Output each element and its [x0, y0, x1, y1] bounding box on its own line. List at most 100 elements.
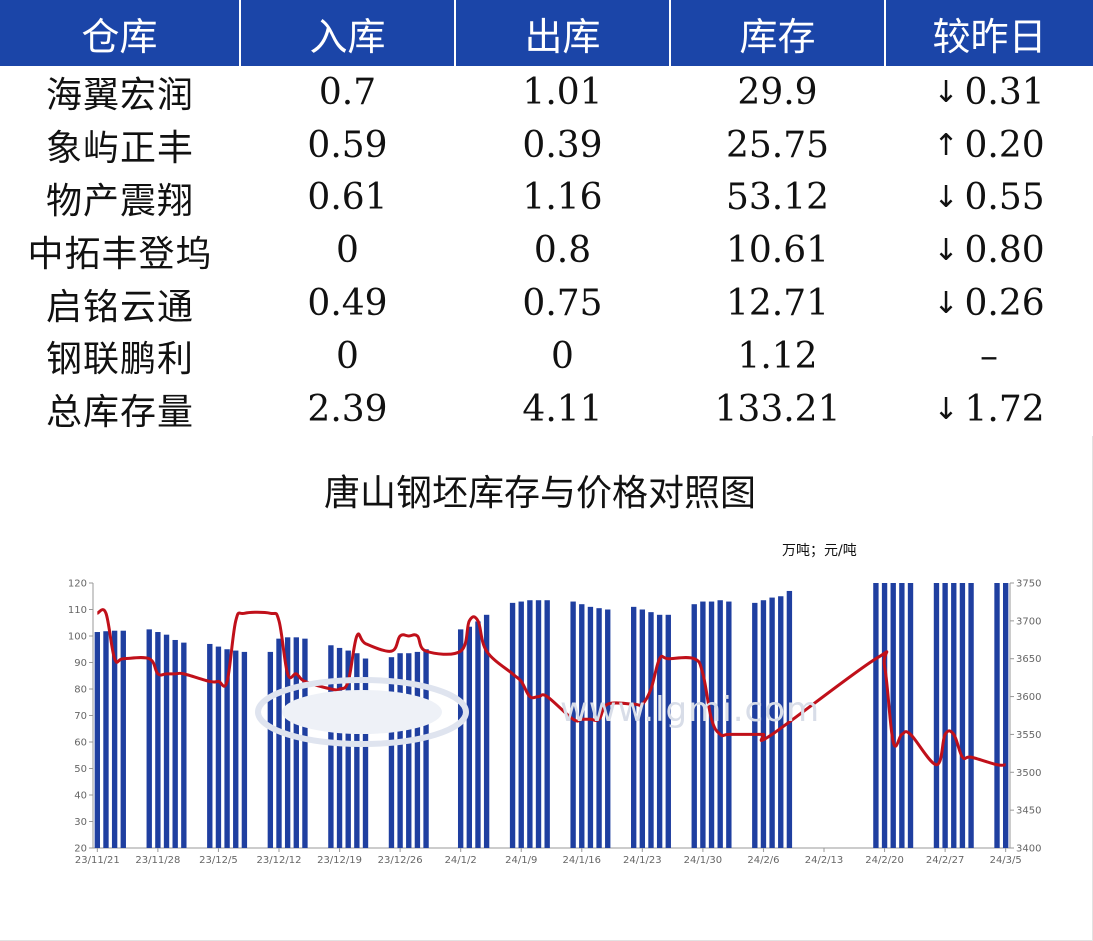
y-right-tick-label: 3550 — [1016, 730, 1041, 741]
cell-in: 0 — [336, 230, 359, 272]
cell-warehouse: 中拓丰登坞 — [27, 233, 213, 275]
inventory-bar — [241, 651, 248, 848]
cell-in: 0.49 — [307, 283, 388, 325]
inventory-bar — [267, 651, 274, 848]
change-value: 0.20 — [964, 124, 1045, 166]
y-right-tick-label: 3600 — [1016, 692, 1041, 703]
inventory-bar — [873, 583, 879, 848]
table-row: 总库存量 2.39 4.11 133.21 ↓ 1.72 — [0, 383, 1093, 436]
cell-change: ↓ 0.26 — [885, 277, 1093, 330]
change-value: 0.26 — [964, 283, 1045, 325]
cell-change: ↓ 0.55 — [885, 172, 1093, 225]
inventory-bar — [579, 604, 585, 848]
header-change: 较昨日 — [885, 0, 1093, 66]
y-left-tick-label: 100 — [68, 632, 87, 643]
cell-warehouse: 启铭云通 — [45, 286, 194, 328]
x-tick-label: 23/11/21 — [75, 855, 120, 866]
chart-title: 唐山钢坯库存与价格对照图 — [323, 473, 756, 514]
cell-in: 0.59 — [307, 124, 388, 166]
y-right-tick-label: 3650 — [1016, 654, 1041, 665]
inventory-bar — [890, 583, 896, 848]
inventory-bar — [933, 583, 940, 848]
inventory-bar — [466, 626, 472, 848]
inventory-bar — [570, 601, 576, 848]
inventory-bar — [700, 601, 706, 848]
inventory-bar — [120, 630, 126, 848]
inventory-bar — [717, 600, 723, 848]
cell-warehouse: 总库存量 — [45, 392, 194, 434]
change-value: 0.80 — [964, 230, 1045, 272]
table-row: 象屿正丰 0.59 0.39 25.75 ↑ 0.20 — [0, 119, 1093, 172]
arrow-up-icon: ↑ — [933, 127, 959, 163]
chart-plot: 20 30 40 50 60 70 80 90 100 110 120 3400 3450 3500 355… — [68, 579, 1042, 867]
warehouse-table: 仓库 入库 出库 库存 较昨日 海翼宏润 0.7 1.01 29.9 ↓ 0.31 象屿正丰… — [0, 0, 1093, 436]
table-body: 海翼宏润 0.7 1.01 29.9 ↓ 0.31 象屿正丰 0.59 0.39 25.75 ↑ 0.… — [0, 66, 1093, 436]
inventory-bar — [509, 602, 516, 848]
price-line — [96, 608, 1006, 767]
cell-out: 1.16 — [522, 177, 603, 219]
inventory-bar — [94, 632, 101, 848]
cell-out: 0.39 — [522, 124, 603, 166]
cell-stock: 12.71 — [725, 283, 830, 325]
inventory-bar — [163, 634, 170, 848]
arrow-down-icon: ↓ — [933, 391, 959, 427]
x-tick-label: 24/3/5 — [990, 855, 1022, 866]
cell-change: ↓ 0.31 — [885, 66, 1093, 119]
inventory-bar — [233, 650, 239, 848]
x-tick-label: 24/1/9 — [505, 855, 537, 866]
inventory-bar — [535, 600, 542, 848]
inventory-bar — [276, 638, 282, 848]
cell-out: 0.75 — [522, 283, 603, 325]
cell-stock: 10.61 — [725, 230, 830, 272]
cell-stock: 25.75 — [725, 124, 830, 166]
inventory-bar — [881, 583, 888, 848]
table-row: 钢联鹏利 0 0 1.12 – — [0, 330, 1093, 383]
chart-unit-label: 万吨；元/吨 — [782, 543, 857, 559]
table-row: 启铭云通 0.49 0.75 12.71 ↓ 0.26 — [0, 277, 1093, 330]
inventory-bar — [631, 606, 637, 848]
inventory-bar — [423, 649, 429, 848]
inventory-bar — [388, 657, 395, 848]
inventory-bar — [760, 600, 767, 848]
inventory-bar — [778, 596, 784, 848]
x-tick-label: 24/1/2 — [445, 855, 477, 866]
inventory-bar — [181, 642, 187, 848]
cell-in: 0.7 — [318, 71, 377, 113]
arrow-down-icon: ↓ — [933, 286, 959, 322]
cell-in: 2.39 — [307, 388, 388, 430]
inventory-bar — [752, 602, 758, 848]
x-tick-label: 24/2/6 — [747, 855, 779, 866]
inventory-bar — [207, 643, 213, 848]
x-tick-label: 24/2/13 — [805, 855, 844, 866]
table-row: 物产震翔 0.61 1.16 53.12 ↓ 0.55 — [0, 172, 1093, 225]
cell-out: 0 — [551, 335, 574, 377]
header-stock: 库存 — [670, 0, 886, 66]
cell-out: 1.01 — [522, 71, 603, 113]
inventory-bar — [942, 583, 948, 848]
inventory-bar — [665, 614, 671, 848]
y-left-tick-label: 70 — [74, 711, 87, 722]
y-right-tick-label: 3450 — [1016, 806, 1041, 817]
inventory-bar — [302, 638, 308, 848]
x-tick-label: 23/12/5 — [199, 855, 238, 866]
y-left-tick-label: 80 — [74, 685, 87, 696]
cell-stock: 1.12 — [737, 335, 818, 377]
inventory-bar — [224, 649, 230, 848]
x-tick-label: 24/1/23 — [623, 855, 662, 866]
inventory-bar — [336, 647, 343, 848]
watermark-logo — [255, 676, 470, 748]
inventory-bar — [328, 645, 334, 848]
x-tick-label: 23/12/26 — [378, 855, 423, 866]
inventory-bar — [103, 631, 109, 848]
inventory-bar — [708, 601, 715, 848]
header-warehouse: 仓库 — [0, 0, 241, 66]
inventory-bar — [656, 614, 663, 848]
inventory-bar — [475, 621, 481, 848]
header-out: 出库 — [455, 0, 671, 66]
inventory-bar — [362, 658, 369, 848]
cell-change: ↑ 0.20 — [885, 119, 1093, 172]
inventory-bar — [414, 651, 421, 848]
cell-in: 0 — [336, 335, 359, 377]
x-tick-label: 23/11/28 — [135, 855, 180, 866]
inventory-bar — [959, 583, 966, 848]
